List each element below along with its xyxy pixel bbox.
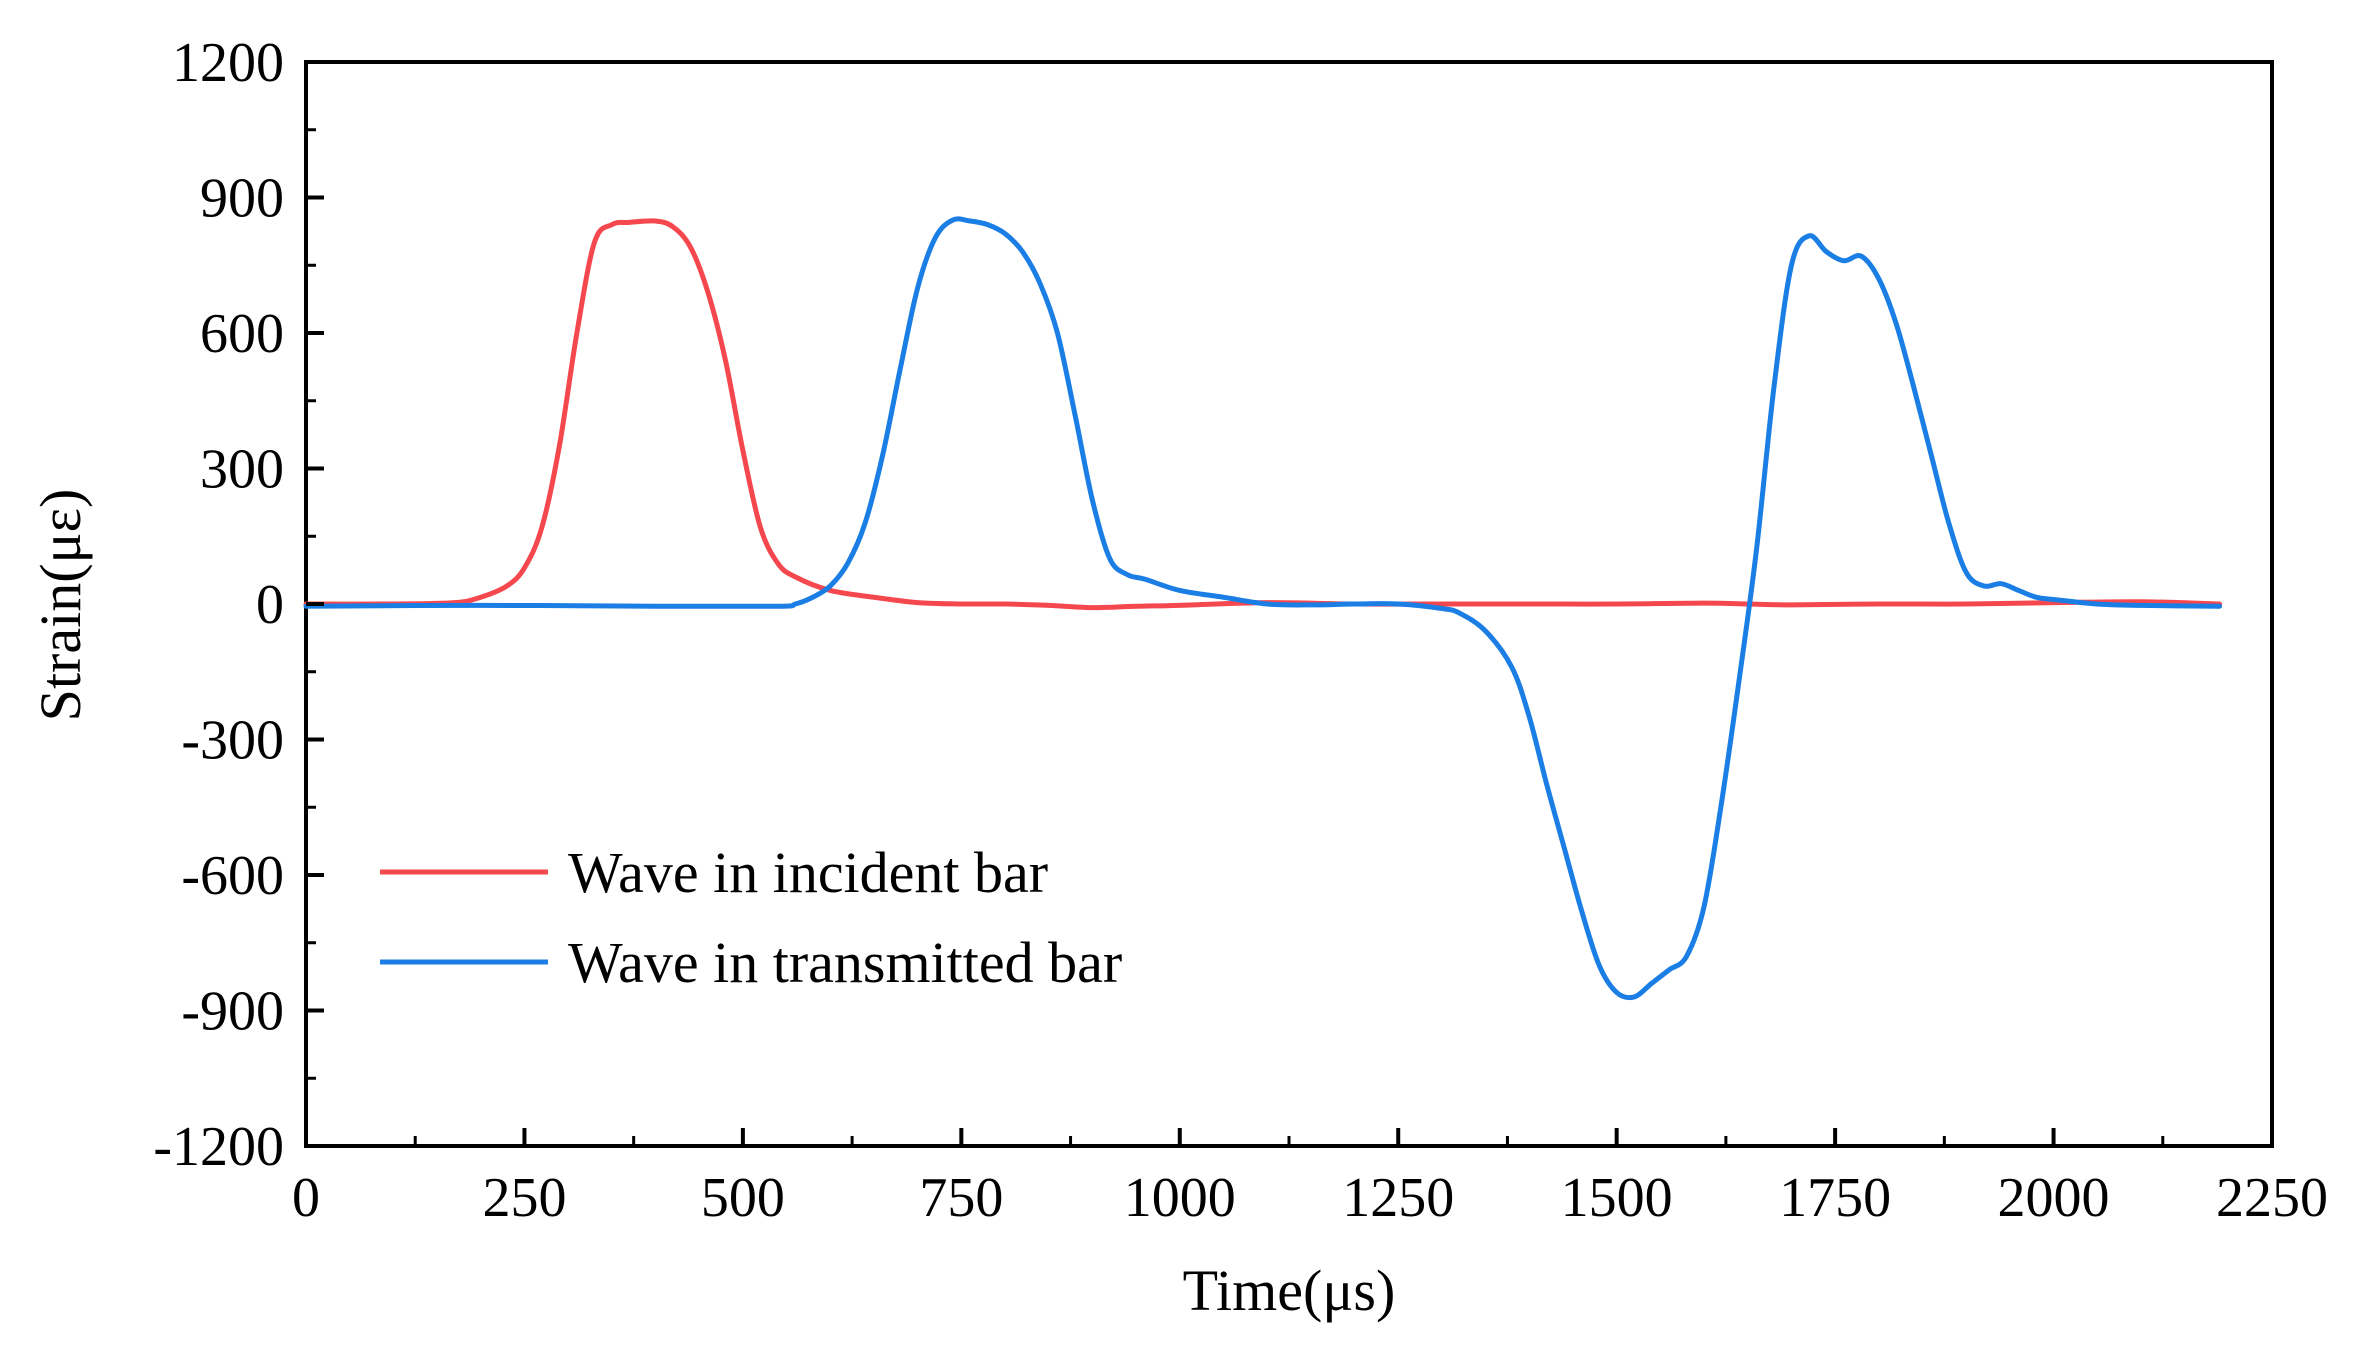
- x-tick-label: 500: [701, 1167, 785, 1229]
- y-tick-label: 300: [200, 439, 284, 501]
- incident-bar-series-line: [303, 218, 2223, 611]
- y-tick-label: -300: [181, 710, 284, 772]
- y-tick-label: -900: [181, 981, 284, 1043]
- x-tick-label: 750: [919, 1167, 1003, 1229]
- x-tick-label: 1000: [1124, 1167, 1236, 1229]
- legend-label: Wave in transmitted bar: [568, 930, 1122, 995]
- y-axis: 1200 900 600 300 0 -300 -600 -900 -1200: [153, 32, 324, 1178]
- x-tick-label: 250: [482, 1167, 566, 1229]
- x-tick-label: 1250: [1342, 1167, 1454, 1229]
- y-tick-label: 1200: [172, 32, 284, 94]
- y-tick-label: 900: [200, 168, 284, 230]
- y-tick-label: -1200: [153, 1116, 284, 1178]
- legend: Wave in incident bar Wave in transmitted …: [380, 840, 1122, 995]
- y-tick-label: 0: [256, 574, 284, 636]
- transmitted-bar-series-line: [303, 216, 2223, 1001]
- x-tick-label: 2000: [1998, 1167, 2110, 1229]
- x-tick-label: 0: [292, 1167, 320, 1229]
- y-tick-label: 600: [200, 303, 284, 365]
- y-tick-label: -600: [181, 845, 284, 907]
- x-axis-title: Time(μs): [1183, 1258, 1396, 1323]
- x-tick-label: 1750: [1779, 1167, 1891, 1229]
- x-tick-label: 1500: [1561, 1167, 1673, 1229]
- x-axis: 0 250 500 750 1000 1250 1500 1750 2000 2250: [292, 1128, 2328, 1229]
- legend-label: Wave in incident bar: [568, 840, 1048, 905]
- x-tick-label: 2250: [2216, 1167, 2328, 1229]
- series-layer: [303, 216, 2223, 1001]
- y-axis-title: Strain(με): [28, 489, 93, 722]
